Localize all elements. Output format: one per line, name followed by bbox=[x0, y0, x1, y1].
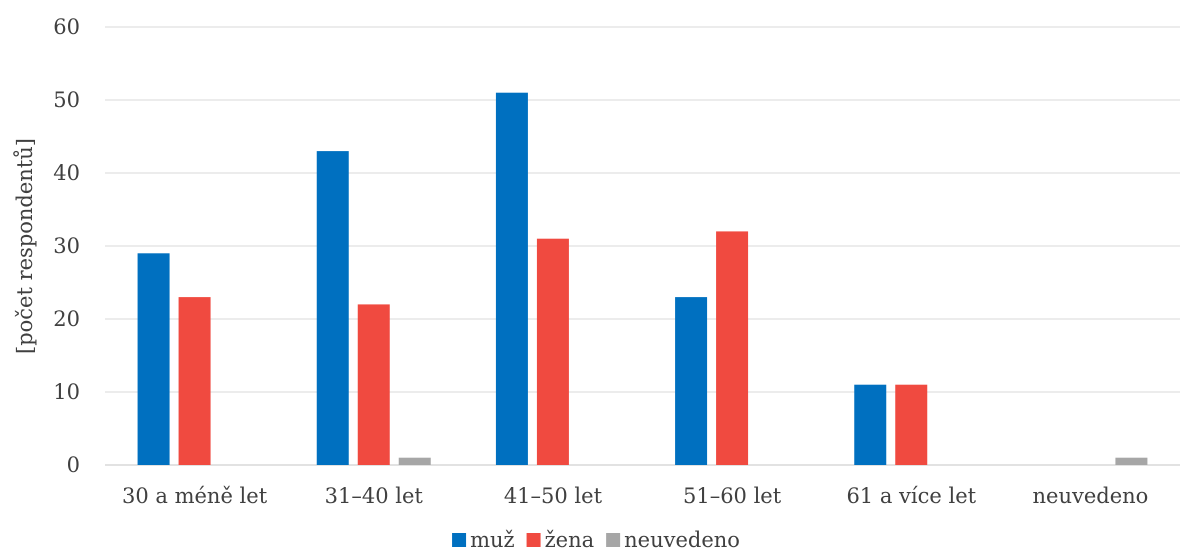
legend-label: neuvedeno bbox=[624, 528, 740, 552]
bar-neuvedeno bbox=[398, 457, 431, 465]
legend-label: muž bbox=[470, 528, 515, 552]
legend-swatch bbox=[452, 533, 467, 547]
bar-žena bbox=[357, 304, 390, 465]
x-tick-label: 41–50 let bbox=[504, 484, 603, 508]
y-axis-ticks: 0 10 20 30 40 50 60 bbox=[53, 15, 80, 477]
y-tick-label: 60 bbox=[53, 15, 80, 39]
bar-muž bbox=[137, 253, 170, 465]
bar-neuvedeno bbox=[1115, 457, 1148, 465]
y-tick-label: 20 bbox=[53, 307, 80, 331]
legend-label: žena bbox=[545, 528, 595, 552]
legend-item: neuvedeno bbox=[606, 528, 740, 552]
bar-muž bbox=[495, 92, 528, 465]
y-axis-title: [počet respondentů] bbox=[13, 138, 37, 354]
x-tick-label: 51–60 let bbox=[683, 484, 782, 508]
bar-žena bbox=[716, 231, 749, 465]
legend-item: muž bbox=[452, 528, 515, 552]
bar-žena bbox=[536, 238, 569, 465]
bar-muž bbox=[854, 384, 887, 465]
bar-žena bbox=[178, 297, 211, 465]
x-tick-label: neuvedeno bbox=[1033, 484, 1149, 508]
y-tick-label: 30 bbox=[53, 234, 80, 258]
bar-žena bbox=[895, 384, 928, 465]
y-tick-label: 10 bbox=[53, 380, 80, 404]
x-axis-ticks: 30 a méně let 31–40 let 41–50 let 51–60 let… bbox=[122, 484, 1148, 508]
y-tick-label: 50 bbox=[53, 88, 80, 112]
y-tick-label: 40 bbox=[53, 161, 80, 185]
legend-item: žena bbox=[526, 528, 595, 552]
legend-swatch bbox=[526, 533, 541, 547]
x-tick-label: 61 a více let bbox=[846, 484, 976, 508]
legend-swatch bbox=[606, 533, 621, 547]
x-tick-label: 30 a méně let bbox=[122, 484, 268, 508]
x-tick-label: 31–40 let bbox=[325, 484, 424, 508]
bar-muž bbox=[675, 297, 708, 465]
bars bbox=[137, 92, 1148, 465]
legend: muž žena neuvedeno bbox=[452, 528, 740, 552]
gridlines bbox=[105, 26, 1180, 466]
bar-muž bbox=[316, 151, 349, 465]
y-tick-label: 0 bbox=[67, 453, 80, 477]
